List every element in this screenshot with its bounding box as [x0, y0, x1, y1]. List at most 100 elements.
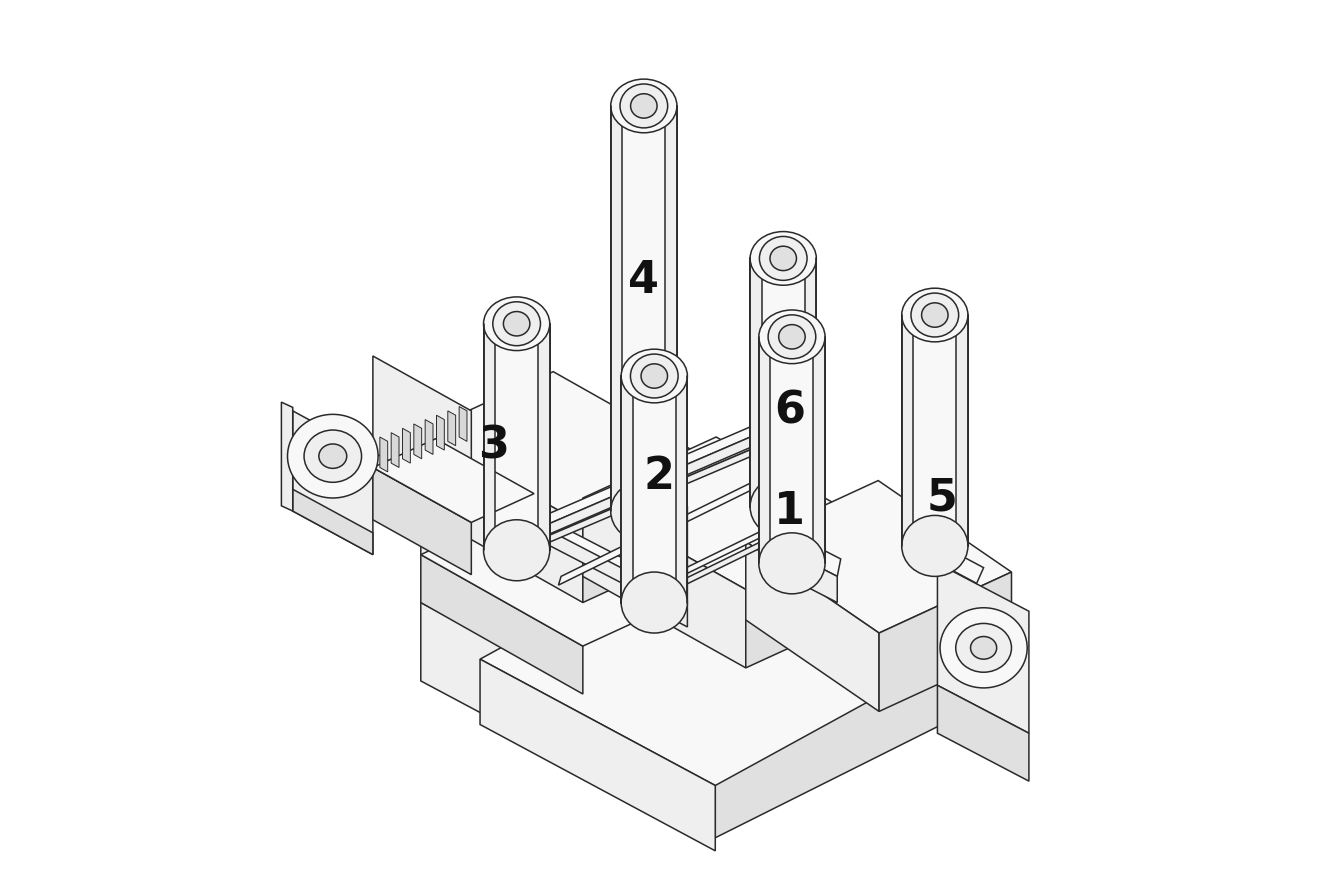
Ellipse shape: [318, 444, 346, 468]
Ellipse shape: [304, 430, 362, 482]
Polygon shape: [583, 463, 715, 602]
Polygon shape: [654, 507, 812, 589]
Polygon shape: [583, 437, 879, 589]
Ellipse shape: [493, 302, 541, 346]
Polygon shape: [436, 415, 444, 450]
Polygon shape: [939, 548, 984, 583]
Ellipse shape: [758, 533, 825, 593]
Polygon shape: [778, 529, 841, 576]
Polygon shape: [391, 433, 399, 468]
Polygon shape: [448, 411, 456, 446]
Polygon shape: [530, 421, 801, 544]
Polygon shape: [420, 454, 1012, 760]
Polygon shape: [623, 474, 687, 568]
Ellipse shape: [768, 315, 815, 358]
Polygon shape: [528, 413, 805, 544]
Ellipse shape: [758, 310, 825, 364]
Polygon shape: [420, 555, 583, 694]
Polygon shape: [745, 542, 879, 711]
Polygon shape: [514, 517, 663, 600]
Ellipse shape: [504, 311, 530, 336]
Ellipse shape: [751, 476, 817, 538]
Ellipse shape: [630, 354, 678, 398]
Polygon shape: [530, 428, 801, 551]
Polygon shape: [937, 564, 1029, 733]
Ellipse shape: [621, 572, 687, 633]
Polygon shape: [611, 106, 622, 511]
Polygon shape: [956, 315, 968, 546]
Ellipse shape: [484, 520, 550, 580]
Polygon shape: [420, 433, 583, 602]
Polygon shape: [420, 371, 715, 524]
Polygon shape: [745, 481, 1012, 633]
Ellipse shape: [484, 297, 550, 350]
Ellipse shape: [911, 293, 959, 337]
Ellipse shape: [611, 80, 678, 133]
Polygon shape: [373, 356, 471, 523]
Polygon shape: [373, 439, 534, 523]
Polygon shape: [654, 517, 812, 600]
Polygon shape: [937, 685, 1029, 781]
Text: 6: 6: [774, 389, 805, 433]
Text: 4: 4: [629, 259, 659, 302]
Ellipse shape: [940, 607, 1028, 688]
Polygon shape: [611, 106, 678, 511]
Polygon shape: [751, 259, 817, 507]
Polygon shape: [583, 498, 745, 668]
Polygon shape: [480, 531, 951, 786]
Ellipse shape: [902, 516, 968, 576]
Ellipse shape: [760, 237, 808, 281]
Text: 2: 2: [643, 454, 674, 497]
Ellipse shape: [611, 481, 678, 542]
Polygon shape: [758, 336, 770, 564]
Polygon shape: [484, 323, 495, 551]
Ellipse shape: [751, 232, 817, 285]
Polygon shape: [621, 376, 687, 602]
Ellipse shape: [770, 246, 797, 271]
Text: 5: 5: [927, 476, 957, 519]
Polygon shape: [538, 323, 550, 551]
Polygon shape: [484, 323, 550, 551]
Polygon shape: [420, 602, 715, 838]
Polygon shape: [528, 402, 808, 533]
Polygon shape: [715, 611, 1012, 838]
Polygon shape: [293, 489, 373, 555]
Polygon shape: [293, 411, 373, 555]
Ellipse shape: [956, 623, 1012, 672]
Polygon shape: [805, 259, 817, 507]
Polygon shape: [902, 315, 914, 546]
Ellipse shape: [640, 364, 667, 388]
Text: 3: 3: [477, 424, 509, 468]
Polygon shape: [379, 437, 387, 472]
Polygon shape: [813, 336, 825, 564]
Ellipse shape: [631, 94, 658, 118]
Polygon shape: [514, 507, 663, 589]
Polygon shape: [480, 659, 715, 850]
Text: 1: 1: [774, 489, 805, 532]
Polygon shape: [676, 376, 687, 602]
Polygon shape: [426, 420, 434, 454]
Polygon shape: [758, 336, 825, 564]
Ellipse shape: [621, 84, 668, 128]
Ellipse shape: [922, 302, 948, 327]
Polygon shape: [623, 535, 687, 627]
Polygon shape: [778, 546, 837, 602]
Polygon shape: [373, 452, 471, 523]
Polygon shape: [558, 456, 805, 585]
Polygon shape: [751, 259, 761, 507]
Polygon shape: [621, 376, 633, 602]
Polygon shape: [420, 511, 583, 646]
Polygon shape: [403, 428, 410, 463]
Ellipse shape: [902, 288, 968, 342]
Polygon shape: [902, 315, 968, 546]
Ellipse shape: [288, 414, 378, 498]
Polygon shape: [281, 402, 293, 511]
Ellipse shape: [621, 350, 687, 403]
Polygon shape: [420, 494, 715, 646]
Polygon shape: [414, 424, 422, 459]
Polygon shape: [745, 529, 879, 668]
Ellipse shape: [778, 324, 805, 349]
Polygon shape: [879, 572, 1012, 711]
Ellipse shape: [971, 636, 997, 659]
Polygon shape: [666, 106, 678, 511]
